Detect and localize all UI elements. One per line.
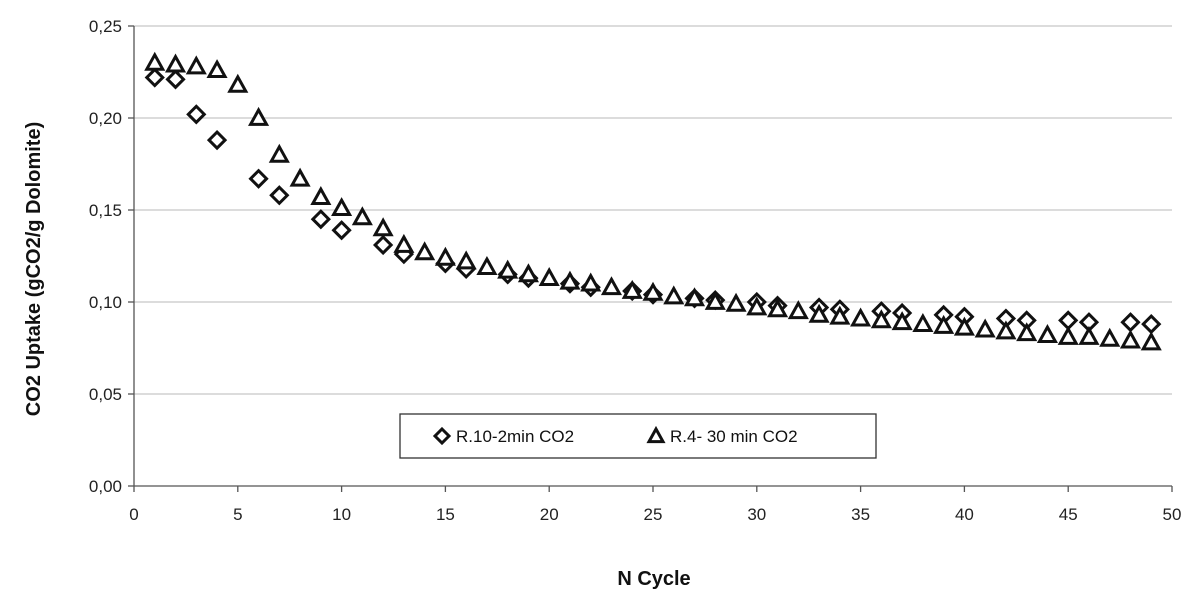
y-tick-labels: 0,00 0,05 0,10 0,15 0,20 0,25	[89, 17, 122, 496]
triangle-point	[829, 305, 851, 325]
x-tick-label: 30	[747, 505, 766, 524]
triangle-point	[912, 312, 934, 332]
y-tick-label: 0,20	[89, 109, 122, 128]
triangle-point	[248, 106, 270, 126]
legend-triangle-icon	[646, 425, 666, 444]
triangle-point	[974, 318, 996, 338]
triangle-point	[393, 233, 415, 253]
x-tick-label: 40	[955, 505, 974, 524]
triangle-point	[704, 290, 726, 310]
x-tick-label: 10	[332, 505, 351, 524]
y-tick-label: 0,25	[89, 17, 122, 36]
diamond-point	[206, 129, 228, 151]
x-tick-label: 50	[1163, 505, 1182, 524]
triangle-point	[331, 197, 353, 217]
legend-diamond-icon	[432, 426, 452, 446]
triangle-point	[351, 206, 373, 226]
series-2	[144, 51, 1162, 351]
triangle-point	[310, 186, 332, 206]
triangle-point	[227, 73, 249, 93]
diamond-point	[248, 168, 269, 189]
diamond-point	[1120, 312, 1141, 333]
triangle-point	[1140, 331, 1162, 351]
triangle-point	[372, 217, 394, 237]
triangle-point	[144, 51, 166, 71]
triangle-point	[663, 285, 685, 305]
diamond-point	[186, 104, 207, 125]
triangle-point	[206, 59, 228, 79]
legend-label: R.10-2min CO2	[456, 427, 574, 446]
axes	[128, 25, 1173, 492]
x-tick-label: 5	[233, 505, 242, 524]
y-tick-label: 0,15	[89, 201, 122, 220]
legend-box	[399, 413, 877, 459]
diamond-point	[165, 69, 186, 90]
triangle-point	[414, 241, 436, 261]
legend: R.10-2min CO2 R.4- 30 min CO2	[399, 413, 877, 459]
y-axis-title: CO2 Uptake (gCO2/g Dolomite)	[23, 122, 45, 416]
triangle-point	[517, 263, 539, 283]
triangle-point	[289, 167, 311, 187]
triangle-point	[1057, 325, 1079, 345]
triangle-point	[725, 292, 747, 312]
legend-items: R.10-2min CO2 R.4- 30 min CO2	[432, 425, 798, 446]
triangle-point	[642, 281, 664, 301]
diamond-point	[331, 220, 352, 241]
triangle-point	[995, 320, 1017, 340]
triangle-point	[497, 259, 519, 279]
triangle-point	[476, 255, 498, 275]
x-tick-label: 35	[851, 505, 870, 524]
triangle-point	[891, 311, 913, 331]
triangle-point	[1119, 329, 1142, 349]
x-tick-label: 15	[436, 505, 455, 524]
triangle-point	[455, 250, 477, 270]
diamond-point	[144, 67, 165, 88]
diamond-point	[310, 209, 331, 230]
legend-label: R.4- 30 min CO2	[670, 427, 798, 446]
triangle-point	[808, 303, 830, 323]
triangle-point	[870, 309, 892, 329]
y-tick-label: 0,00	[89, 477, 122, 496]
y-tick-label: 0,05	[89, 385, 122, 404]
diamond-point	[372, 234, 394, 256]
x-tick-label: 20	[540, 505, 559, 524]
diamond-point	[269, 185, 290, 206]
triangle-point	[434, 246, 456, 266]
triangle-point	[746, 296, 768, 316]
x-tick-label: 25	[644, 505, 663, 524]
triangle-point	[933, 314, 955, 334]
triangle-point	[185, 55, 207, 75]
triangle-point	[1078, 325, 1100, 345]
y-tick-label: 0,10	[89, 293, 122, 312]
triangle-point	[850, 307, 872, 327]
data-series	[144, 51, 1162, 351]
x-tick-label: 0	[129, 505, 138, 524]
x-tick-label: 45	[1059, 505, 1078, 524]
triangle-point	[580, 272, 602, 292]
x-axis-title: N Cycle	[617, 568, 690, 590]
triangle-point	[600, 276, 623, 296]
triangle-point	[164, 53, 187, 73]
triangle-point	[1016, 322, 1038, 342]
x-tick-labels: 0 5 10 15 20 25 30 35 40 45 50	[129, 505, 1181, 524]
gridlines	[134, 25, 1172, 395]
triangle-point	[787, 300, 809, 320]
triangle-point	[621, 279, 643, 299]
diamond-point	[1141, 313, 1162, 335]
triangle-point	[1099, 327, 1121, 347]
triangle-point	[538, 266, 560, 286]
triangle-point	[1036, 324, 1058, 344]
triangle-point	[268, 143, 290, 163]
triangle-point	[953, 316, 975, 336]
triangle-point	[559, 270, 581, 290]
triangle-point	[767, 298, 789, 318]
triangle-point	[683, 287, 706, 307]
